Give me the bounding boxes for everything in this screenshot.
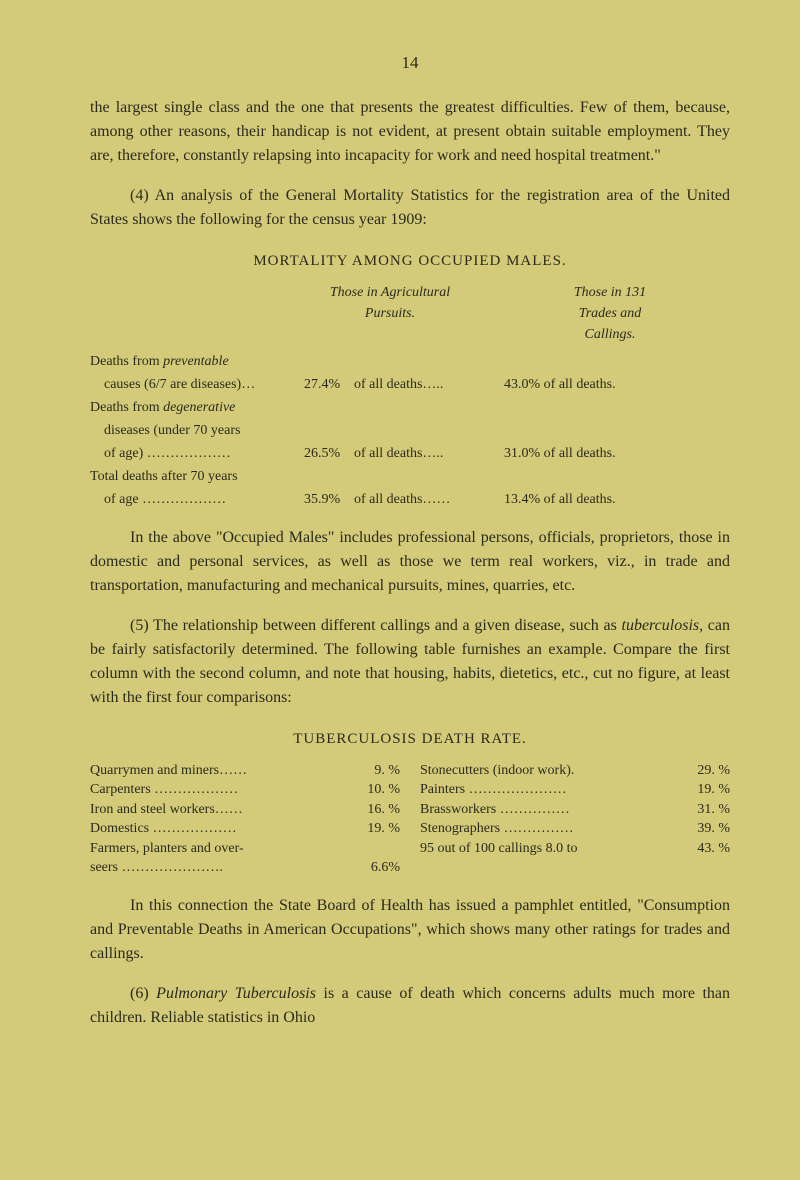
tb-row: Farmers, planters and over-	[90, 839, 400, 859]
tb-row: Iron and steel workers……16. %	[90, 800, 400, 820]
label-italic: preventable	[163, 354, 229, 369]
header-col-pursuits: Those in Agricultural Pursuits.	[290, 282, 490, 345]
paragraph-2: (4) An analysis of the General Mortality…	[90, 184, 730, 232]
tb-row: Brassworkers ……………31. %	[420, 800, 730, 820]
mortality-label: causes (6/7 are diseases)…	[90, 374, 304, 395]
tb-row: Stenographers ……………39. %	[420, 819, 730, 839]
header-col3-line1: Those in 131	[490, 282, 730, 303]
tb-rate: 29. %	[675, 761, 730, 781]
mortality-row: diseases (under 70 years	[90, 420, 730, 441]
tb-rate: 19. %	[345, 819, 400, 839]
label-text: Deaths from	[90, 354, 163, 369]
mortality-mid: of all deaths……	[354, 489, 504, 510]
mortality-label: Deaths from degenerative	[90, 397, 290, 418]
mortality-right: 31.0% of all deaths.	[504, 443, 730, 464]
mortality-label: of age) ………………	[90, 443, 304, 464]
paragraph-3: In the above "Occupied Males" includes p…	[90, 526, 730, 598]
paragraph-4: (5) The relationship between different c…	[90, 614, 730, 710]
header-col3-line2: Trades and	[490, 303, 730, 324]
tb-occupation: Iron and steel workers……	[90, 800, 345, 820]
mortality-row: causes (6/7 are diseases)… 27.4% of all …	[90, 374, 730, 395]
tb-title: TUBERCULOSIS DEATH RATE.	[90, 728, 730, 751]
tb-row: Domestics ………………19. %	[90, 819, 400, 839]
mortality-row: Deaths from degenerative	[90, 397, 730, 418]
mortality-right: 43.0% of all deaths.	[504, 374, 730, 395]
para4-text-a: (5) The relationship between different c…	[130, 617, 622, 634]
mortality-label: Total deaths after 70 years	[90, 466, 290, 487]
tb-rate: 16. %	[345, 800, 400, 820]
mortality-row: Deaths from preventable	[90, 351, 730, 372]
tb-left-column: Quarrymen and miners……9. %Carpenters …………	[90, 761, 400, 879]
tb-occupation: 95 out of 100 callings 8.0 to	[420, 839, 675, 859]
mortality-pct: 27.4%	[304, 374, 354, 395]
tb-occupation: seers ………………….	[90, 858, 345, 878]
mortality-title: MORTALITY AMONG OCCUPIED MALES.	[90, 250, 730, 273]
mortality-header: Those in Agricultural Pursuits. Those in…	[90, 282, 730, 345]
para6-italic: Pulmonary Tuberculosis	[156, 985, 316, 1002]
tb-rate: 43. %	[675, 839, 730, 859]
tb-row: 95 out of 100 callings 8.0 to43. %	[420, 839, 730, 859]
tb-row: Stonecutters (indoor work).29. %	[420, 761, 730, 781]
tb-row: seers ………………….6.6%	[90, 858, 400, 878]
para6-text-a: (6)	[130, 985, 156, 1002]
tb-occupation: Stonecutters (indoor work).	[420, 761, 675, 781]
tb-occupation: Domestics ………………	[90, 819, 345, 839]
mortality-row: of age ……………… 35.9% of all deaths…… 13.4…	[90, 489, 730, 510]
tb-row: Carpenters ………………10. %	[90, 780, 400, 800]
paragraph-1: the largest single class and the one tha…	[90, 96, 730, 168]
mortality-pct: 26.5%	[304, 443, 354, 464]
header-col-callings: Those in 131 Trades and Callings.	[490, 282, 730, 345]
tb-row: Quarrymen and miners……9. %	[90, 761, 400, 781]
header-col3-line3: Callings.	[490, 324, 730, 345]
paragraph-6: (6) Pulmonary Tuberculosis is a cause of…	[90, 982, 730, 1030]
tb-row: Painters …………………19. %	[420, 780, 730, 800]
tb-rate: 6.6%	[345, 858, 400, 878]
label-text: Deaths from	[90, 400, 163, 415]
tb-rate	[345, 839, 400, 859]
mortality-row: Total deaths after 70 years	[90, 466, 730, 487]
mortality-label: diseases (under 70 years	[90, 420, 304, 441]
tb-rate: 9. %	[345, 761, 400, 781]
mortality-pct: 35.9%	[304, 489, 354, 510]
tb-rate: 31. %	[675, 800, 730, 820]
mortality-label: Deaths from preventable	[90, 351, 290, 372]
tb-occupation: Stenographers ……………	[420, 819, 675, 839]
mortality-label: of age ………………	[90, 489, 304, 510]
mortality-row: of age) ……………… 26.5% of all deaths….. 31…	[90, 443, 730, 464]
tb-table: Quarrymen and miners……9. %Carpenters …………	[90, 761, 730, 879]
tb-rate: 10. %	[345, 780, 400, 800]
tb-occupation: Carpenters ………………	[90, 780, 345, 800]
tb-right-column: Stonecutters (indoor work).29. %Painters…	[420, 761, 730, 879]
para4-italic: tuberculosis,	[622, 617, 704, 634]
tb-rate: 19. %	[675, 780, 730, 800]
tb-occupation: Quarrymen and miners……	[90, 761, 345, 781]
mortality-mid: of all deaths…..	[354, 443, 504, 464]
paragraph-5: In this connection the State Board of He…	[90, 894, 730, 966]
label-italic: degenerative	[163, 400, 235, 415]
page-number: 14	[90, 50, 730, 76]
header-col2-line1: Those in Agricultural	[290, 282, 490, 303]
tb-occupation: Brassworkers ……………	[420, 800, 675, 820]
page-container: 14 the largest single class and the one …	[0, 0, 800, 1180]
mortality-right: 13.4% of all deaths.	[504, 489, 730, 510]
tb-rate: 39. %	[675, 819, 730, 839]
header-col2-line2: Pursuits.	[290, 303, 490, 324]
tb-occupation: Farmers, planters and over-	[90, 839, 345, 859]
tb-occupation: Painters …………………	[420, 780, 675, 800]
mortality-mid: of all deaths…..	[354, 374, 504, 395]
